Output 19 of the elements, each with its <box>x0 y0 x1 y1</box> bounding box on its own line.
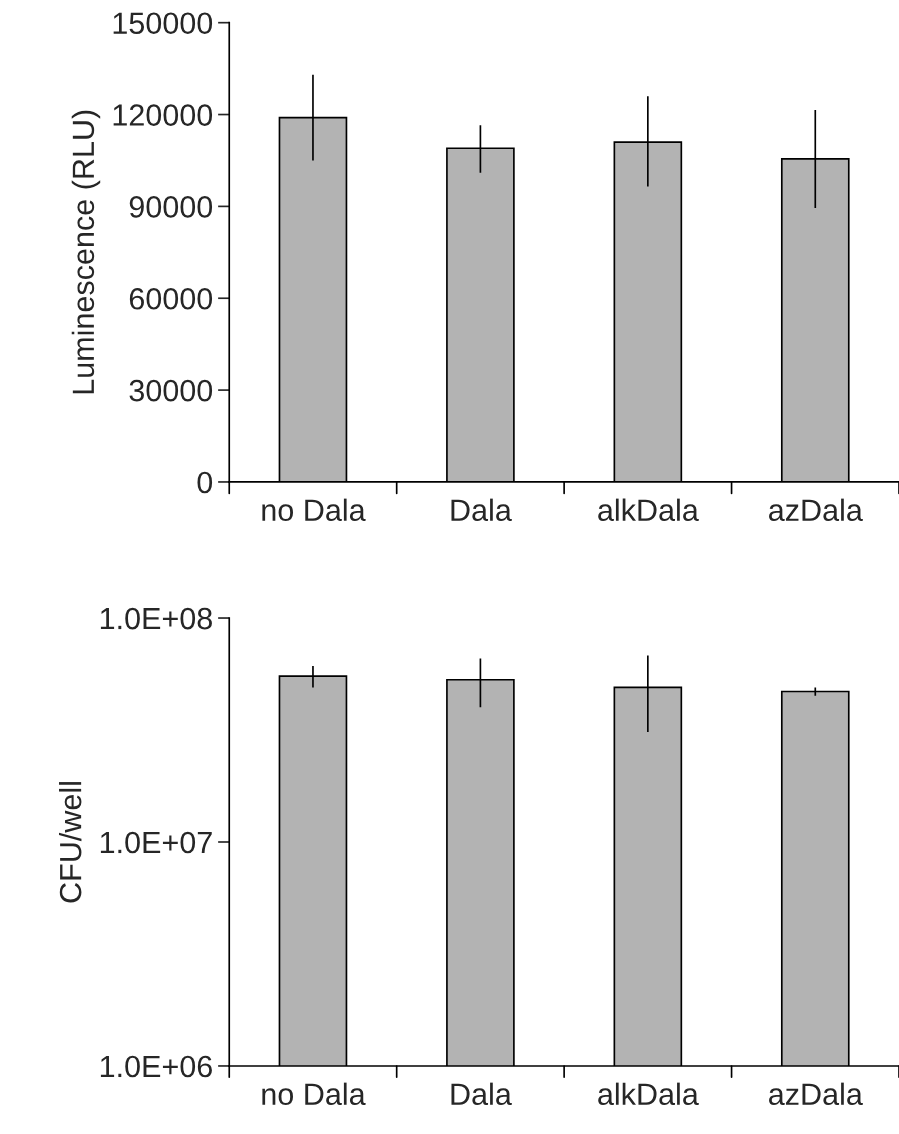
y-tick-label: 0 <box>197 471 213 494</box>
y-tick-label: 1.0E+08 <box>100 607 212 630</box>
y-tick-label: 90000 <box>129 196 213 218</box>
y-tick-label: 1.0E+07 <box>100 831 212 854</box>
x-tick-label: azDala <box>769 1082 863 1106</box>
x-tick-label: no Dala <box>262 498 366 522</box>
x-tick-label: azDala <box>769 498 863 522</box>
x-tick-label: Dala <box>451 1082 512 1106</box>
y-axis-title: CFU/well <box>58 782 82 903</box>
x-tick-label: no Dala <box>262 1082 366 1106</box>
y-tick-label: 150000 <box>113 12 213 35</box>
x-tick-label: alkDala <box>598 1082 699 1106</box>
y-tick-label: 1.0E+06 <box>100 1055 212 1078</box>
y-tick-label: 30000 <box>129 379 213 402</box>
x-tick-label: alkDala <box>598 498 699 522</box>
y-tick-label: 120000 <box>113 104 213 126</box>
y-tick-label: 60000 <box>129 287 213 310</box>
x-tick-label: Dala <box>451 498 512 522</box>
y-axis-title: Luminescence (RLU) <box>71 110 101 394</box>
